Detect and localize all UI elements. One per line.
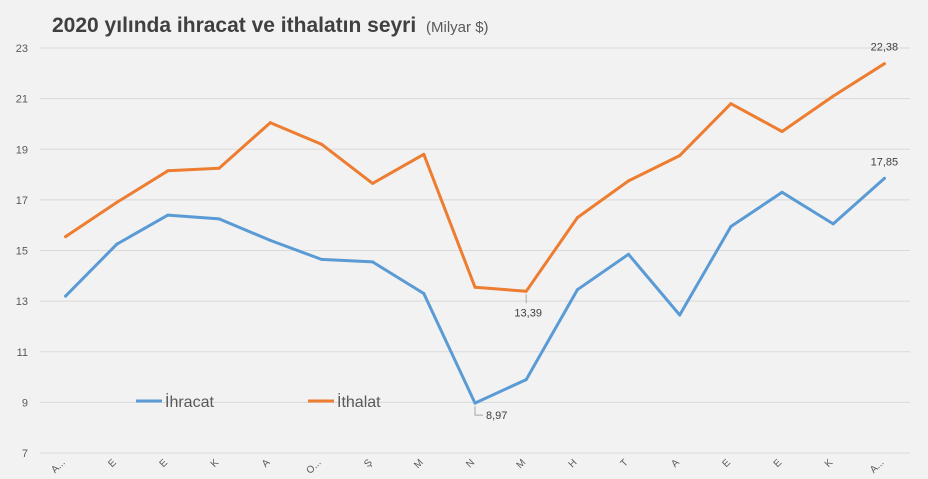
data-point	[473, 401, 477, 405]
data-point	[575, 288, 579, 292]
data-point	[575, 216, 579, 220]
data-point	[882, 62, 886, 66]
y-tick-label: 15	[16, 246, 28, 258]
data-label: 17,85	[871, 156, 899, 168]
legend-label: İhracat	[165, 392, 214, 411]
legend: İhracat İthalat	[136, 392, 381, 411]
data-point	[268, 238, 272, 242]
data-point	[678, 154, 682, 158]
y-tick-label: 13	[16, 296, 28, 308]
chart-title-text: 2020 yılında ihracat ve ithalatın seyri	[52, 14, 417, 37]
data-point	[780, 190, 784, 194]
data-point	[678, 313, 682, 317]
data-point	[831, 94, 835, 98]
y-tick-label: 19	[16, 144, 28, 156]
data-labels: 8,97 17,85 13,39 22,38	[474, 42, 899, 422]
x-tick-label: A...	[868, 457, 886, 475]
x-tick-label: K	[209, 457, 222, 470]
data-point	[319, 142, 323, 146]
data-point	[217, 166, 221, 170]
y-tick-label: 7	[22, 448, 28, 460]
x-tick-label: O...	[304, 457, 323, 476]
data-point	[371, 181, 375, 185]
data-point	[166, 213, 170, 217]
x-tick-label: A	[669, 457, 682, 470]
data-point	[422, 152, 426, 156]
data-point	[627, 179, 631, 183]
x-tick-label: E	[772, 457, 785, 470]
data-point	[166, 169, 170, 173]
x-tick-label: Ş	[362, 457, 375, 470]
data-point	[115, 242, 119, 246]
chart-title: 2020 yılında ihracat ve ithalatın seyri …	[52, 14, 489, 38]
x-axis-ticks: A... E E K A O... Ş M N M H T A E E K A...	[49, 457, 886, 476]
y-tick-label: 21	[16, 94, 28, 106]
x-tick-label: K	[823, 457, 836, 470]
data-point	[473, 285, 477, 289]
series-line-ithalat	[64, 62, 886, 293]
data-point	[780, 130, 784, 134]
data-point	[422, 292, 426, 296]
x-tick-label: M	[412, 457, 426, 471]
x-tick-label: M	[515, 457, 529, 471]
chart-subtitle: (Milyar $)	[426, 19, 489, 36]
data-point	[882, 176, 886, 180]
data-point	[217, 217, 221, 221]
x-tick-label: A	[260, 457, 273, 470]
legend-label: İthalat	[337, 392, 381, 411]
data-point	[64, 294, 68, 298]
data-point	[524, 378, 528, 382]
data-point	[64, 235, 68, 239]
y-tick-label: 17	[16, 195, 28, 207]
data-point	[268, 121, 272, 125]
series-line-ihracat	[64, 176, 886, 405]
gridlines	[40, 47, 910, 454]
data-point	[115, 200, 119, 204]
data-point	[729, 102, 733, 106]
y-axis-ticks: 7 9 11 13 15 17 19 21 23	[16, 43, 28, 460]
y-tick-label: 23	[16, 43, 28, 55]
x-tick-label: T	[619, 457, 631, 469]
data-point	[627, 252, 631, 256]
x-tick-label: E	[721, 457, 734, 470]
data-label: 22,38	[871, 42, 899, 54]
leader-line	[474, 406, 483, 416]
data-point	[319, 257, 323, 261]
data-label: 8,97	[486, 410, 507, 422]
data-point	[371, 260, 375, 264]
data-point	[524, 289, 528, 293]
x-tick-label: E	[106, 457, 119, 470]
series-lines	[64, 62, 886, 405]
x-tick-label: E	[158, 457, 171, 470]
data-point	[831, 222, 835, 226]
x-tick-label: H	[567, 457, 580, 470]
x-tick-label: A...	[49, 457, 67, 475]
x-tick-label: N	[464, 457, 477, 470]
y-tick-label: 9	[22, 397, 28, 409]
y-tick-label: 11	[17, 347, 28, 359]
data-label: 13,39	[514, 307, 542, 319]
data-point	[729, 224, 733, 228]
